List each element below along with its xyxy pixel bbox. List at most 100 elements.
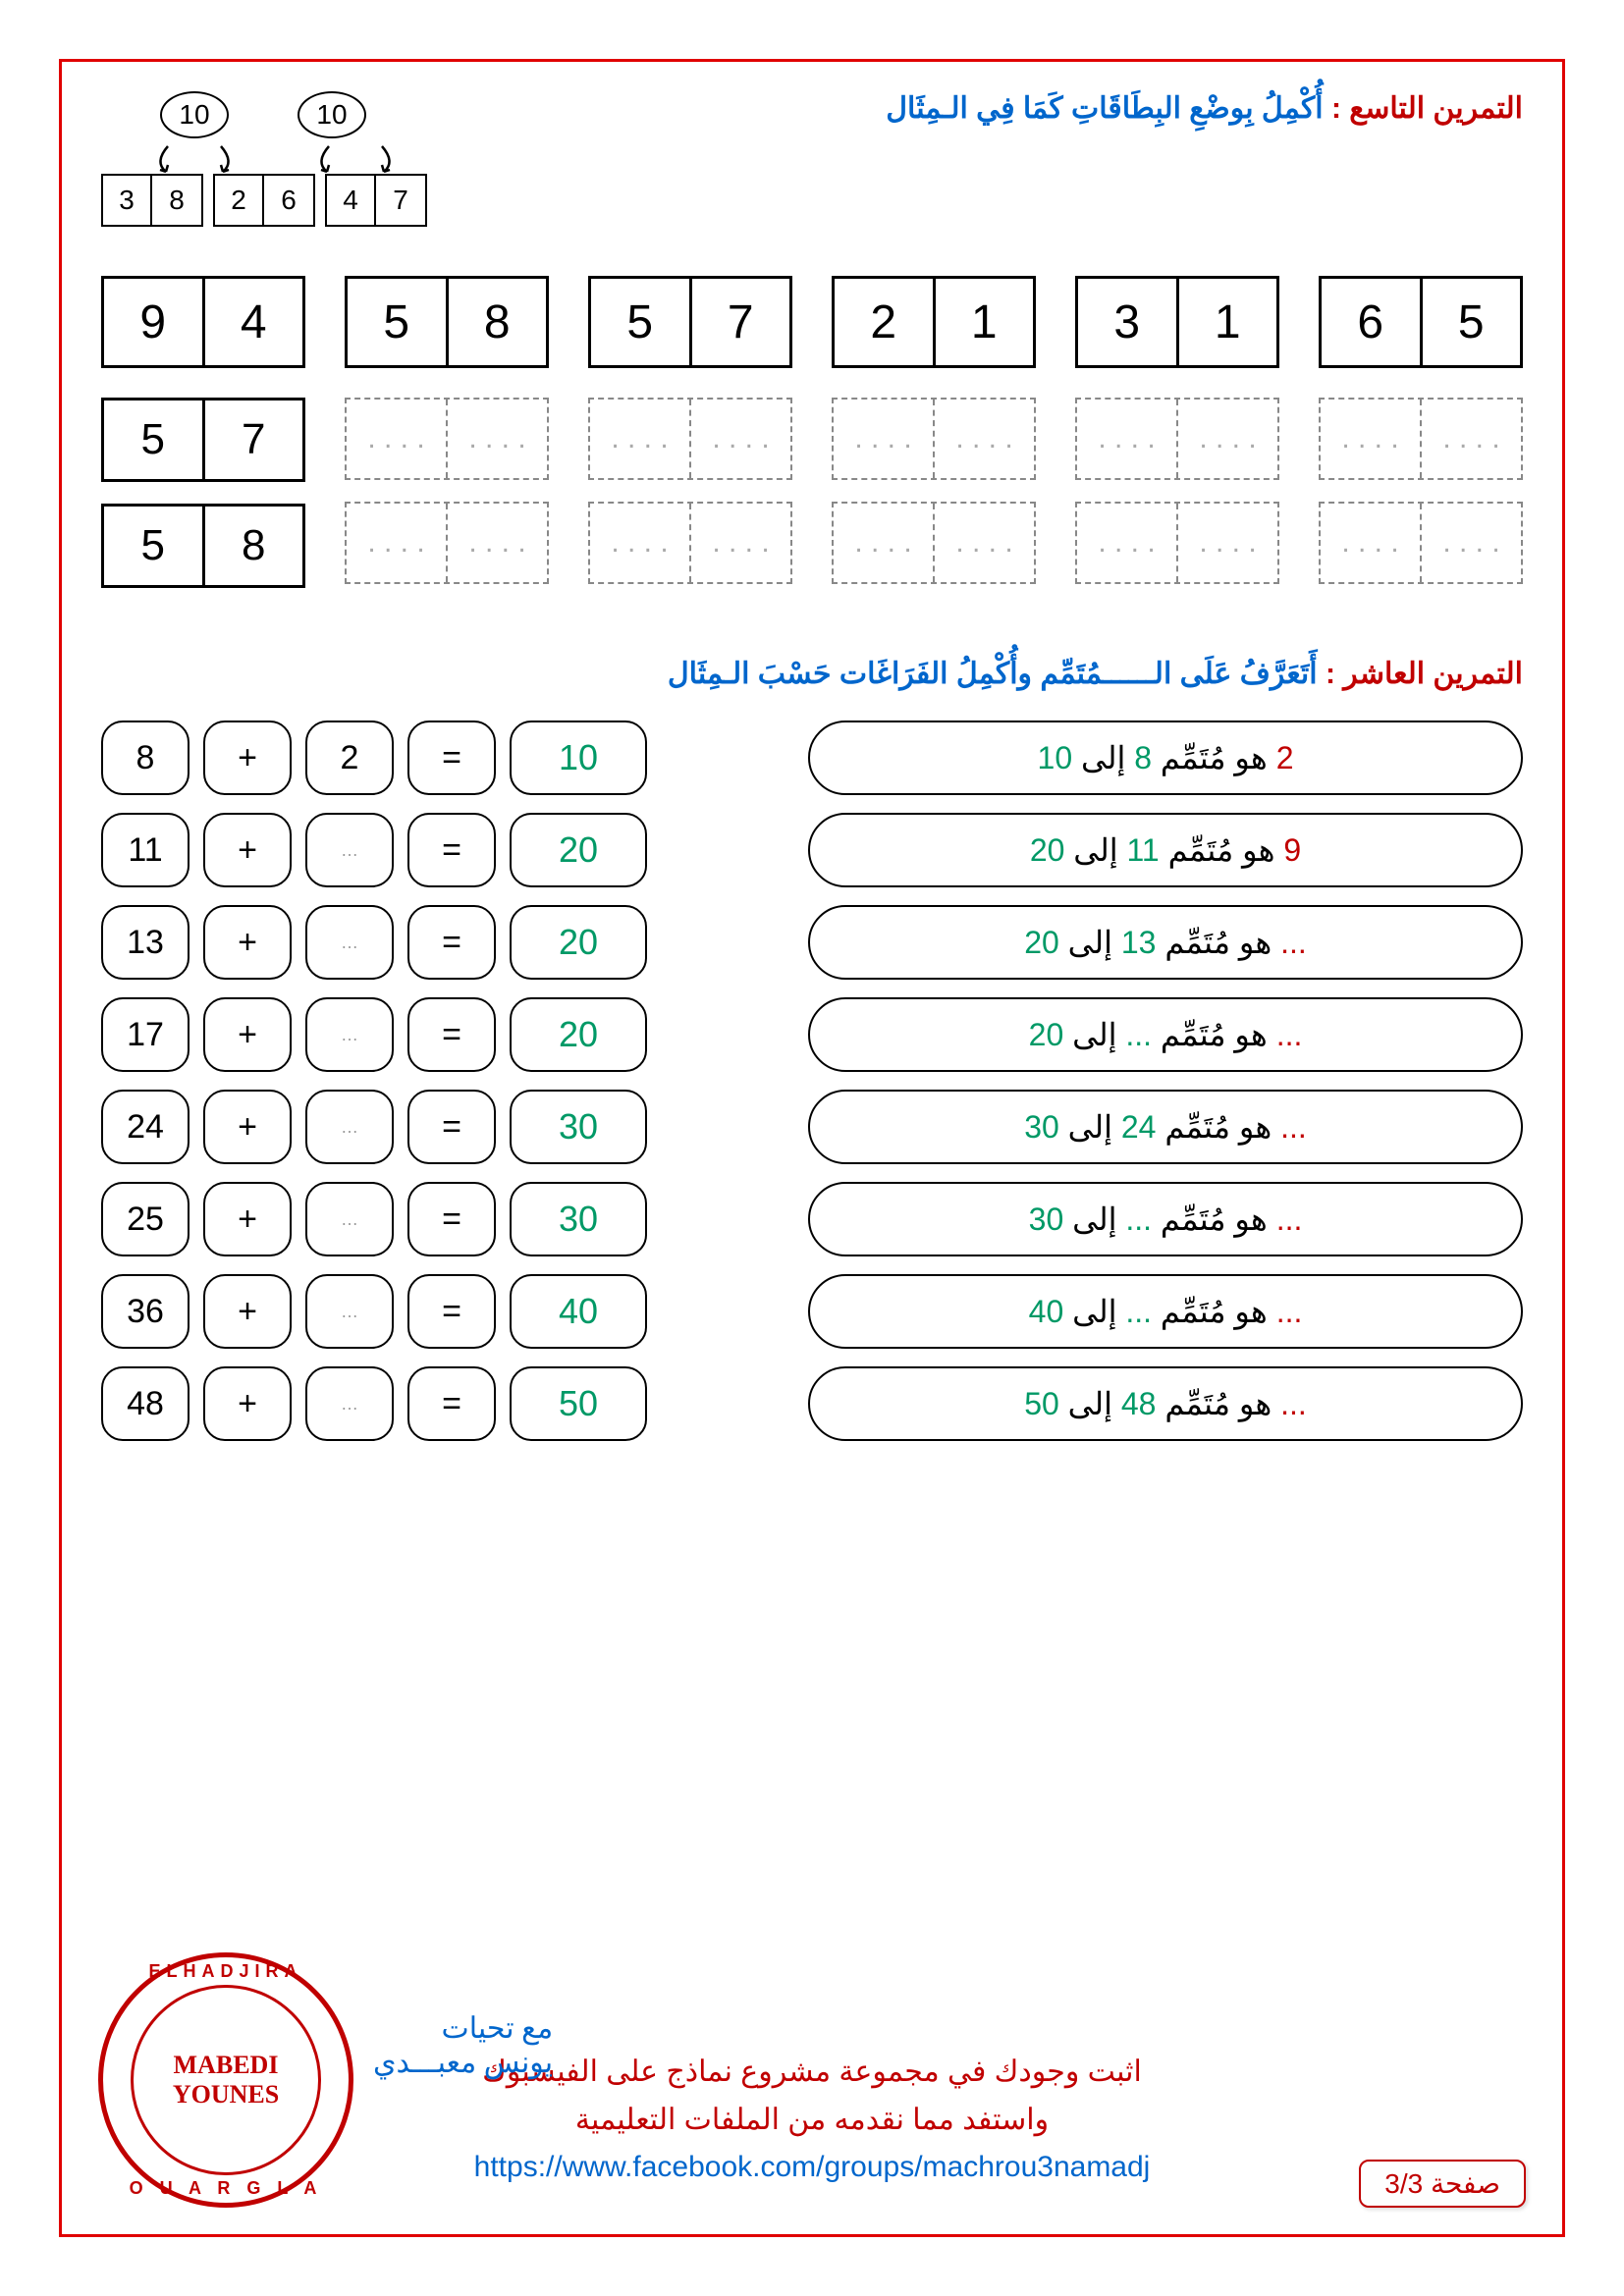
greeting: مع تحيات يونس معبـــدي [373,2011,553,2080]
ex9-label: التمرين التاسع : [1331,92,1523,125]
eq-box-b: 2 [305,721,394,795]
ex10-row: 8+2=10 2 هو مُتَمِّم 8 إلى 10 [101,721,1523,795]
empty-pair[interactable]: . . . .. . . . [1075,502,1279,584]
eq-box-op: + [203,905,292,980]
eq-box-a: 11 [101,813,189,887]
statement: 2 هو مُتَمِّم 8 إلى 10 [808,721,1523,795]
eq-box-a: 36 [101,1274,189,1349]
eq-box-op: + [203,997,292,1072]
eq-box-r: 10 [510,721,647,795]
equation: 24+…=30 [101,1090,769,1164]
card-pair: 31 [1075,276,1279,368]
eq-box-eq: = [407,1366,496,1441]
ex9-title: التمرين التاسع : أُكْمِلُ بِوضْعِ البِطَ… [886,91,1523,126]
eq-box-eq: = [407,721,496,795]
answer-pair: 58 [101,504,305,588]
empty-pair[interactable]: . . . .. . . . [588,398,792,480]
eq-box-op: + [203,1274,292,1349]
eq-box-eq: = [407,905,496,980]
ex10-instruction: أَتَعَرَّفُ عَلَى الــــــمُتَمِّم وأُكْ… [668,658,1318,690]
ex10-row: 13+…=20 ... هو مُتَمِّم 13 إلى 20 [101,905,1523,980]
statement: ... هو مُتَمِّم ... إلى 40 [808,1274,1523,1349]
answer-col: . . . .. . . . . . . .. . . . [588,398,792,588]
eq-box-op: + [203,721,292,795]
equation: 13+…=20 [101,905,769,980]
ex9-example: 1010 382647 [101,91,474,227]
ex10-row: 24+…=30 ... هو مُتَمِّم 24 إلى 30 [101,1090,1523,1164]
card-pair: 57 [588,276,792,368]
ex9-answer-row: 5758. . . .. . . .. . . .. . . .. . . ..… [101,398,1523,588]
answer-col: . . . .. . . . . . . .. . . . [832,398,1036,588]
card-pair: 65 [1319,276,1523,368]
greet-2: يونس معبـــدي [373,2046,553,2080]
eq-box-a: 25 [101,1182,189,1256]
statement: 9 هو مُتَمِّم 11 إلى 20 [808,813,1523,887]
page-number: صفحة 3/3 [1359,2160,1526,2208]
eq-box-op: + [203,813,292,887]
ex10: التمرين العاشر : أَتَعَرَّفُ عَلَى الـــ… [101,657,1523,1441]
stamp-name1: MABEDI [174,2051,279,2080]
eq-box-eq: = [407,813,496,887]
eq-box-r: 30 [510,1182,647,1256]
card-pair: 21 [832,276,1036,368]
statement: ... هو مُتَمِّم 13 إلى 20 [808,905,1523,980]
empty-pair[interactable]: . . . .. . . . [1319,398,1523,480]
ex10-row: 17+…=20... هو مُتَمِّم ... إلى 20 [101,997,1523,1072]
empty-pair[interactable]: . . . .. . . . [832,398,1036,480]
eq-box-a: 48 [101,1366,189,1441]
stamp-bottom: O U A R G L A [130,2178,323,2199]
empty-pair[interactable]: . . . .. . . . [345,502,549,584]
eq-box-eq: = [407,1090,496,1164]
statement: ... هو مُتَمِّم ... إلى 30 [808,1182,1523,1256]
eq-box-b[interactable]: … [305,1182,394,1256]
eq-box-a: 24 [101,1090,189,1164]
empty-pair[interactable]: . . . .. . . . [832,502,1036,584]
equation: 25+…=30 [101,1182,769,1256]
oval: 10 [160,91,229,138]
empty-pair[interactable]: . . . .. . . . [588,502,792,584]
page-frame: التمرين التاسع : أُكْمِلُ بِوضْعِ البِطَ… [59,59,1565,2237]
ex9-card-row: 945857213165 [101,276,1523,368]
stamp: ELHADJIRA MABEDI YOUNES O U A R G L A [98,1952,353,2208]
equation: 36+…=40 [101,1274,769,1349]
eq-box-r: 40 [510,1274,647,1349]
equation: 48+…=50 [101,1366,769,1441]
answer-col: . . . .. . . . . . . .. . . . [345,398,549,588]
eq-box-b[interactable]: … [305,813,394,887]
eq-box-b[interactable]: … [305,1274,394,1349]
answer-col: . . . .. . . . . . . .. . . . [1319,398,1523,588]
answer-col: . . . .. . . . . . . .. . . . [1075,398,1279,588]
statement: ... هو مُتَمِّم 24 إلى 30 [808,1090,1523,1164]
eq-box-r: 30 [510,1090,647,1164]
eq-box-r: 20 [510,813,647,887]
empty-pair[interactable]: . . . .. . . . [1075,398,1279,480]
card-pair: 58 [345,276,549,368]
equation: 17+…=20 [101,997,769,1072]
equation: 11+…=20 [101,813,769,887]
eq-box-b[interactable]: … [305,1366,394,1441]
stamp-name2: YOUNES [173,2080,279,2109]
ex10-row: 11+…=20 9 هو مُتَمِّم 11 إلى 20 [101,813,1523,887]
ex9-instruction: أُكْمِلُ بِوضْعِ البِطَاقَاتِ كَمَا فِي … [886,92,1323,125]
eq-box-a: 8 [101,721,189,795]
mini-pair: 38 [101,174,203,227]
eq-box-b[interactable]: … [305,997,394,1072]
eq-box-op: + [203,1090,292,1164]
eq-box-r: 20 [510,905,647,980]
answer-col: 5758 [101,398,305,588]
eq-box-b[interactable]: … [305,905,394,980]
ex10-row: 48+…=50 ... هو مُتَمِّم 48 إلى 50 [101,1366,1523,1441]
empty-pair[interactable]: . . . .. . . . [345,398,549,480]
equation: 8+2=10 [101,721,769,795]
eq-box-a: 17 [101,997,189,1072]
eq-box-eq: = [407,1182,496,1256]
eq-box-eq: = [407,1274,496,1349]
mini-pair: 26 [213,174,315,227]
stamp-top: ELHADJIRA [148,1961,302,1982]
eq-box-b[interactable]: … [305,1090,394,1164]
ex10-row: 36+…=40 ... هو مُتَمِّم ... إلى 40 [101,1274,1523,1349]
oval: 10 [298,91,366,138]
greet-1: مع تحيات [373,2011,553,2046]
empty-pair[interactable]: . . . .. . . . [1319,502,1523,584]
statement: ... هو مُتَمِّم 48 إلى 50 [808,1366,1523,1441]
